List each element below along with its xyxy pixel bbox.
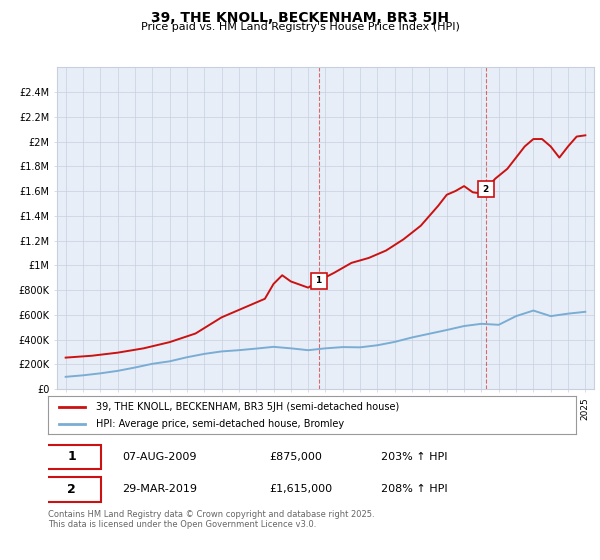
Text: 2: 2 — [482, 185, 489, 194]
FancyBboxPatch shape — [43, 477, 101, 502]
Text: 29-MAR-2019: 29-MAR-2019 — [122, 484, 197, 494]
Text: 07-AUG-2009: 07-AUG-2009 — [122, 452, 196, 462]
Text: £1,615,000: £1,615,000 — [270, 484, 333, 494]
Text: Contains HM Land Registry data © Crown copyright and database right 2025.
This d: Contains HM Land Registry data © Crown c… — [48, 510, 374, 529]
Text: 1: 1 — [67, 450, 76, 464]
Text: 39, THE KNOLL, BECKENHAM, BR3 5JH: 39, THE KNOLL, BECKENHAM, BR3 5JH — [151, 11, 449, 25]
FancyBboxPatch shape — [43, 445, 101, 469]
Text: HPI: Average price, semi-detached house, Bromley: HPI: Average price, semi-detached house,… — [95, 419, 344, 430]
Text: 208% ↑ HPI: 208% ↑ HPI — [380, 484, 447, 494]
Text: 2: 2 — [67, 483, 76, 496]
Text: 39, THE KNOLL, BECKENHAM, BR3 5JH (semi-detached house): 39, THE KNOLL, BECKENHAM, BR3 5JH (semi-… — [95, 402, 399, 412]
Text: 203% ↑ HPI: 203% ↑ HPI — [380, 452, 447, 462]
Text: Price paid vs. HM Land Registry's House Price Index (HPI): Price paid vs. HM Land Registry's House … — [140, 22, 460, 32]
Text: £875,000: £875,000 — [270, 452, 323, 462]
Text: 1: 1 — [316, 276, 322, 286]
